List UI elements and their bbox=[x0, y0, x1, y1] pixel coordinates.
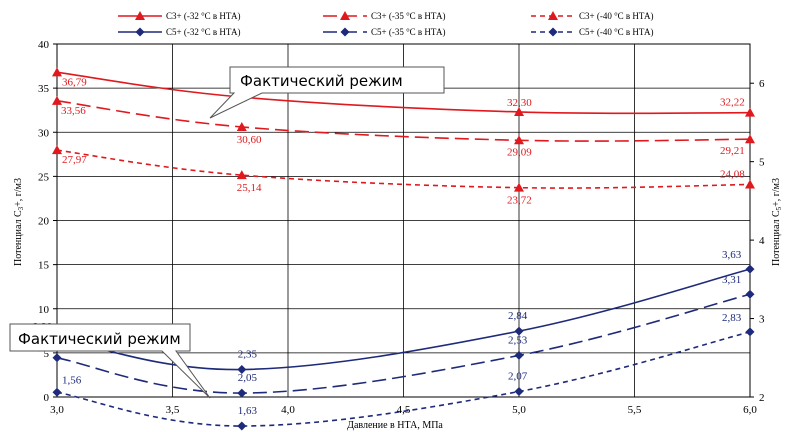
legend-marker bbox=[135, 11, 145, 20]
data-point-marker bbox=[52, 387, 62, 397]
y-right-tick-label: 4 bbox=[759, 235, 765, 247]
data-point-marker bbox=[236, 121, 247, 131]
legend-label: С5+ (-40 °С в НТА) bbox=[579, 27, 653, 37]
legend-marker bbox=[135, 27, 145, 37]
data-point-marker bbox=[514, 326, 524, 336]
legend-marker bbox=[548, 11, 558, 20]
data-label: 2,35 bbox=[238, 349, 258, 361]
x-tick-label: 4,0 bbox=[281, 404, 295, 416]
data-label: 36,79 bbox=[62, 76, 87, 88]
data-label: 29,09 bbox=[507, 146, 532, 158]
data-point-marker bbox=[514, 182, 524, 192]
y-left-tick-label: 25 bbox=[38, 171, 50, 183]
data-point-marker bbox=[514, 106, 524, 116]
series-line bbox=[56, 268, 751, 371]
legend: С3+ (-32 °С в НТА) С3+ (-35 °С в НТА) С3+ … bbox=[118, 11, 653, 37]
legend-label: С3+ (-40 °С в НТА) bbox=[579, 11, 653, 21]
y-left-tick-label: 35 bbox=[38, 83, 50, 95]
data-labels: 36,7933,9832,3032,2233,5630,6029,0929,21… bbox=[33, 76, 745, 417]
data-label: 23,72 bbox=[507, 195, 532, 207]
x-tick-label: 5,0 bbox=[512, 404, 526, 416]
x-axis-title: Давление в НТА, МПа bbox=[347, 420, 443, 431]
x-tick-label: 3,5 bbox=[166, 404, 180, 416]
data-label: 24,08 bbox=[720, 168, 745, 180]
y-left-tick-label: 20 bbox=[38, 216, 50, 228]
legend-label: С3+ (-32 °С в НТА) bbox=[166, 11, 240, 21]
grid bbox=[56, 43, 751, 398]
data-label: 2,84 bbox=[508, 310, 528, 322]
y-right-tick-label: 3 bbox=[759, 314, 765, 326]
legend-marker bbox=[340, 11, 350, 20]
data-point-marker bbox=[514, 387, 524, 397]
y-left-tick-label: 40 bbox=[38, 39, 50, 51]
data-point-marker bbox=[745, 289, 755, 299]
data-point-marker bbox=[745, 179, 755, 189]
data-label: 33,56 bbox=[61, 105, 86, 117]
data-point-marker bbox=[745, 107, 755, 117]
data-label: 29,21 bbox=[720, 145, 745, 157]
data-point-marker bbox=[236, 170, 247, 180]
x-tick-label: 5,5 bbox=[628, 404, 642, 416]
data-label: 2,53 bbox=[508, 334, 528, 346]
y-right-tick-label: 6 bbox=[759, 78, 765, 90]
y-left-tick-label: 15 bbox=[38, 260, 50, 272]
y-left-axis-title: Потенциал С3+, г/м3 bbox=[13, 178, 25, 266]
series-line bbox=[56, 293, 751, 394]
data-label: 2,05 bbox=[238, 372, 258, 384]
data-label: 3,31 bbox=[722, 274, 741, 286]
series-line bbox=[56, 100, 751, 142]
data-label: 3,63 bbox=[722, 249, 742, 261]
callout-actual-mode-bottom: Фактический режим bbox=[9, 323, 211, 399]
data-point-marker bbox=[745, 134, 755, 144]
callout-top-text: Фактический режим bbox=[240, 72, 403, 90]
data-label: 1,63 bbox=[238, 405, 258, 417]
y-right-axis-title: Потенциал С5+, г/м3 bbox=[771, 178, 783, 266]
callout-top-shape bbox=[209, 66, 445, 119]
data-point-marker bbox=[52, 95, 62, 105]
data-label: 27,97 bbox=[62, 154, 87, 166]
data-point-marker bbox=[237, 388, 247, 398]
data-point-marker bbox=[237, 365, 247, 375]
legend-label: С5+ (-32 °С в НТА) bbox=[166, 27, 240, 37]
y-left-tick-label: 0 bbox=[44, 392, 50, 404]
data-point-marker bbox=[52, 145, 62, 155]
data-label: 2,07 bbox=[508, 371, 528, 383]
data-point-marker bbox=[237, 421, 247, 431]
data-label: 25,14 bbox=[237, 182, 262, 194]
legend-label: С3+ (-35 °С в НТА) bbox=[371, 11, 445, 21]
y-left-tick-label: 10 bbox=[38, 304, 50, 316]
x-tick-label: 6,0 bbox=[743, 404, 757, 416]
data-point-marker bbox=[52, 67, 62, 77]
legend-marker bbox=[340, 27, 350, 37]
data-point-marker bbox=[745, 264, 755, 274]
data-label: 32,22 bbox=[720, 97, 745, 109]
data-point-marker bbox=[514, 135, 524, 145]
x-tick-label: 3,0 bbox=[50, 404, 64, 416]
data-label: 32,30 bbox=[507, 97, 532, 109]
data-label: 1,56 bbox=[62, 374, 82, 386]
y-right-tick-label: 2 bbox=[759, 392, 765, 404]
callout-actual-mode-top: Фактический режим bbox=[209, 66, 445, 119]
data-point-marker bbox=[52, 353, 62, 363]
legend-marker bbox=[548, 27, 558, 37]
x-tick-label: 4,5 bbox=[397, 404, 411, 416]
y-left-tick-label: 5 bbox=[44, 348, 50, 360]
callout-bottom-shape bbox=[9, 323, 211, 399]
data-point-marker bbox=[745, 327, 755, 337]
series-line bbox=[56, 71, 751, 115]
legend-label: С5+ (-35 °С в НТА) bbox=[371, 27, 445, 37]
data-label: 30,60 bbox=[237, 134, 262, 146]
data-label: 2,83 bbox=[722, 312, 742, 324]
data-point-marker bbox=[514, 350, 524, 360]
y-left-tick-label: 30 bbox=[38, 127, 50, 139]
y-right-tick-label: 5 bbox=[759, 157, 765, 169]
callout-bottom-text: Фактический режим bbox=[18, 330, 181, 348]
axes: 3,0 3,5 4,0 4,5 5,0 5,5 6,0 0 5 10 15 20 25 30 35 40 2 3 4… bbox=[38, 39, 765, 416]
